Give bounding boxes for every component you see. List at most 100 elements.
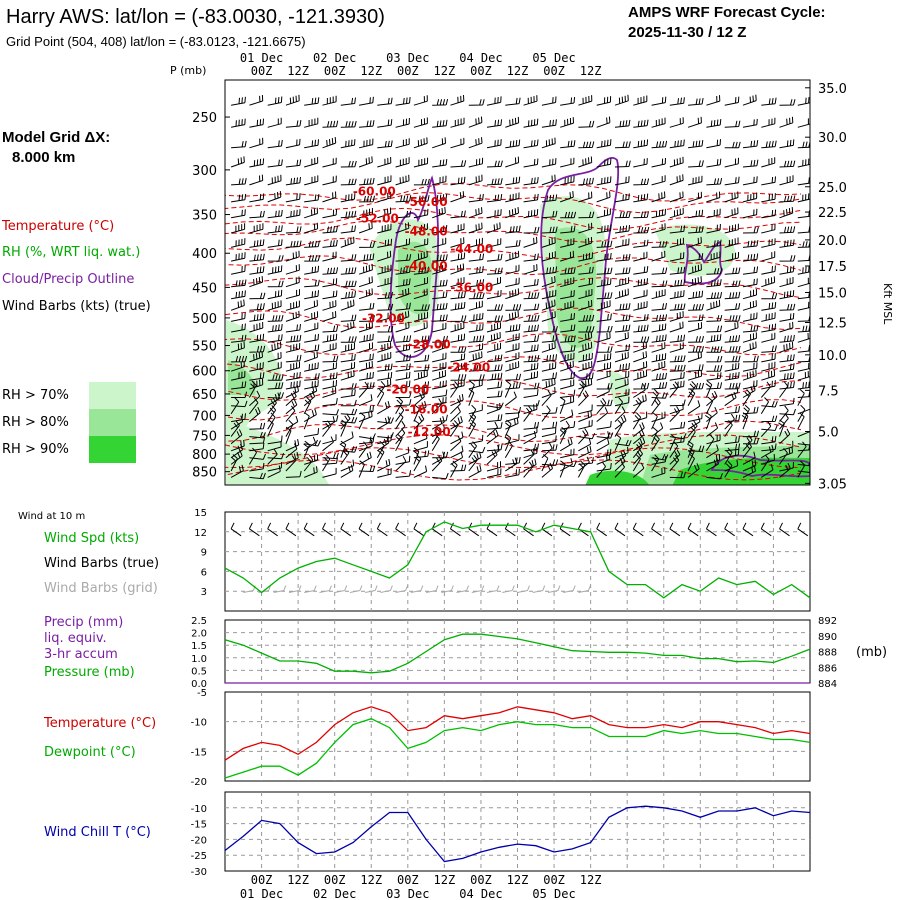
bottom-time-tick: 12Z <box>287 873 309 887</box>
wind-barb <box>742 312 758 322</box>
height-axis-label: Kft MSL <box>881 283 894 325</box>
bottom-day-label: 01 Dec <box>240 887 283 900</box>
wind-barb <box>285 240 302 248</box>
wind-barb <box>651 467 666 478</box>
wind-barb <box>303 454 314 472</box>
wind-barb <box>560 238 575 248</box>
wind-barb <box>669 266 686 275</box>
top-day-label: 01 Dec <box>240 51 283 65</box>
wind-barb <box>413 400 427 415</box>
wind-barb <box>596 420 612 430</box>
true-wind-barb <box>614 522 626 537</box>
wind-barb <box>322 120 339 128</box>
wind-barb <box>596 313 612 322</box>
wind-barb <box>304 344 320 353</box>
wind-barbs-grid-label: Wind Barbs (grid) <box>44 581 158 596</box>
wind-barb <box>304 380 319 390</box>
wind-barb <box>560 96 576 106</box>
wind-barb <box>651 175 666 186</box>
wind-barb <box>688 290 704 300</box>
bottom-time-tick: 12Z <box>360 873 382 887</box>
rh-fill-region <box>226 420 330 485</box>
wind-barb <box>687 415 701 430</box>
wind-barb <box>359 253 375 262</box>
wind-barb <box>724 280 741 288</box>
wind-barb <box>688 346 704 353</box>
wind-barb <box>779 428 791 445</box>
wind-barb <box>669 355 686 363</box>
grid-wind-barb <box>441 585 454 594</box>
wind-barb <box>230 341 245 353</box>
wind-barb <box>304 439 321 447</box>
wind-barb <box>340 399 357 407</box>
pressure-tick-label: 450 <box>192 281 217 296</box>
wind-barb <box>468 237 483 248</box>
temperature-contour-label: -12.00 <box>408 425 451 439</box>
rh-legend-swatch <box>89 382 136 409</box>
wind-barb <box>797 301 810 311</box>
wind-barb <box>395 363 411 372</box>
wind-barb <box>669 399 686 407</box>
wind-barb <box>468 441 478 458</box>
wind-barb <box>761 209 777 219</box>
wind-barb <box>596 353 612 363</box>
wind-barb <box>596 461 607 478</box>
wind-barb <box>504 380 512 398</box>
wind-barb <box>304 373 320 381</box>
wind-barb <box>304 322 319 333</box>
wind-barb <box>596 116 611 128</box>
wind-barb <box>267 351 282 363</box>
wind-barb <box>632 397 642 415</box>
wind-barb <box>322 454 331 472</box>
wind-barb <box>505 176 521 186</box>
wind-barb <box>779 381 789 398</box>
wind-barb <box>651 412 658 430</box>
wind-barb <box>669 321 684 333</box>
wind-barb <box>395 399 412 407</box>
wind-barb <box>468 279 485 288</box>
wind-barb <box>577 380 586 398</box>
wind-barb <box>742 176 758 186</box>
true-wind-barb <box>358 522 370 537</box>
wind-barb <box>761 345 777 353</box>
wind-barb <box>231 193 247 203</box>
wind-barb <box>706 279 722 288</box>
wind-barb <box>578 277 594 288</box>
wind-barb <box>523 371 538 381</box>
wind-barb <box>633 411 648 423</box>
wind-barb <box>358 460 365 478</box>
wind-barb <box>669 237 684 248</box>
height-tick-label: 15.0 <box>818 286 847 301</box>
wind-barb <box>541 421 558 430</box>
wind-barb <box>797 158 810 168</box>
wind-barb <box>377 468 392 478</box>
wind-barb <box>651 392 668 399</box>
grid-wind-barb <box>532 585 546 594</box>
wind-barb <box>285 289 300 300</box>
wind-barb <box>230 265 246 275</box>
wind-barb <box>505 97 521 106</box>
wind-barb <box>468 99 485 106</box>
wind-barb <box>267 382 284 390</box>
wind-barb <box>450 301 466 311</box>
wind-barb <box>450 176 466 186</box>
temperature-contour-label: -32.00 <box>362 311 405 325</box>
wind-barb <box>669 455 680 472</box>
wind-barb <box>614 253 631 262</box>
wind-barb <box>669 406 681 422</box>
wind-barb <box>432 472 449 480</box>
wind-barb <box>249 137 264 149</box>
wind-barb <box>285 159 302 168</box>
wind-barb <box>523 209 539 219</box>
wind-barb <box>779 303 796 311</box>
wind-barb <box>523 253 539 262</box>
wind-barb <box>413 364 430 372</box>
wind-barb <box>578 314 595 322</box>
cloud-outline <box>540 157 620 379</box>
wind-barb <box>486 402 501 415</box>
wind-barb <box>413 454 422 472</box>
wind-barb <box>651 267 668 275</box>
wind-barb <box>779 195 796 203</box>
value-tick-label: 12 <box>194 528 207 539</box>
wind-barb <box>741 412 749 430</box>
